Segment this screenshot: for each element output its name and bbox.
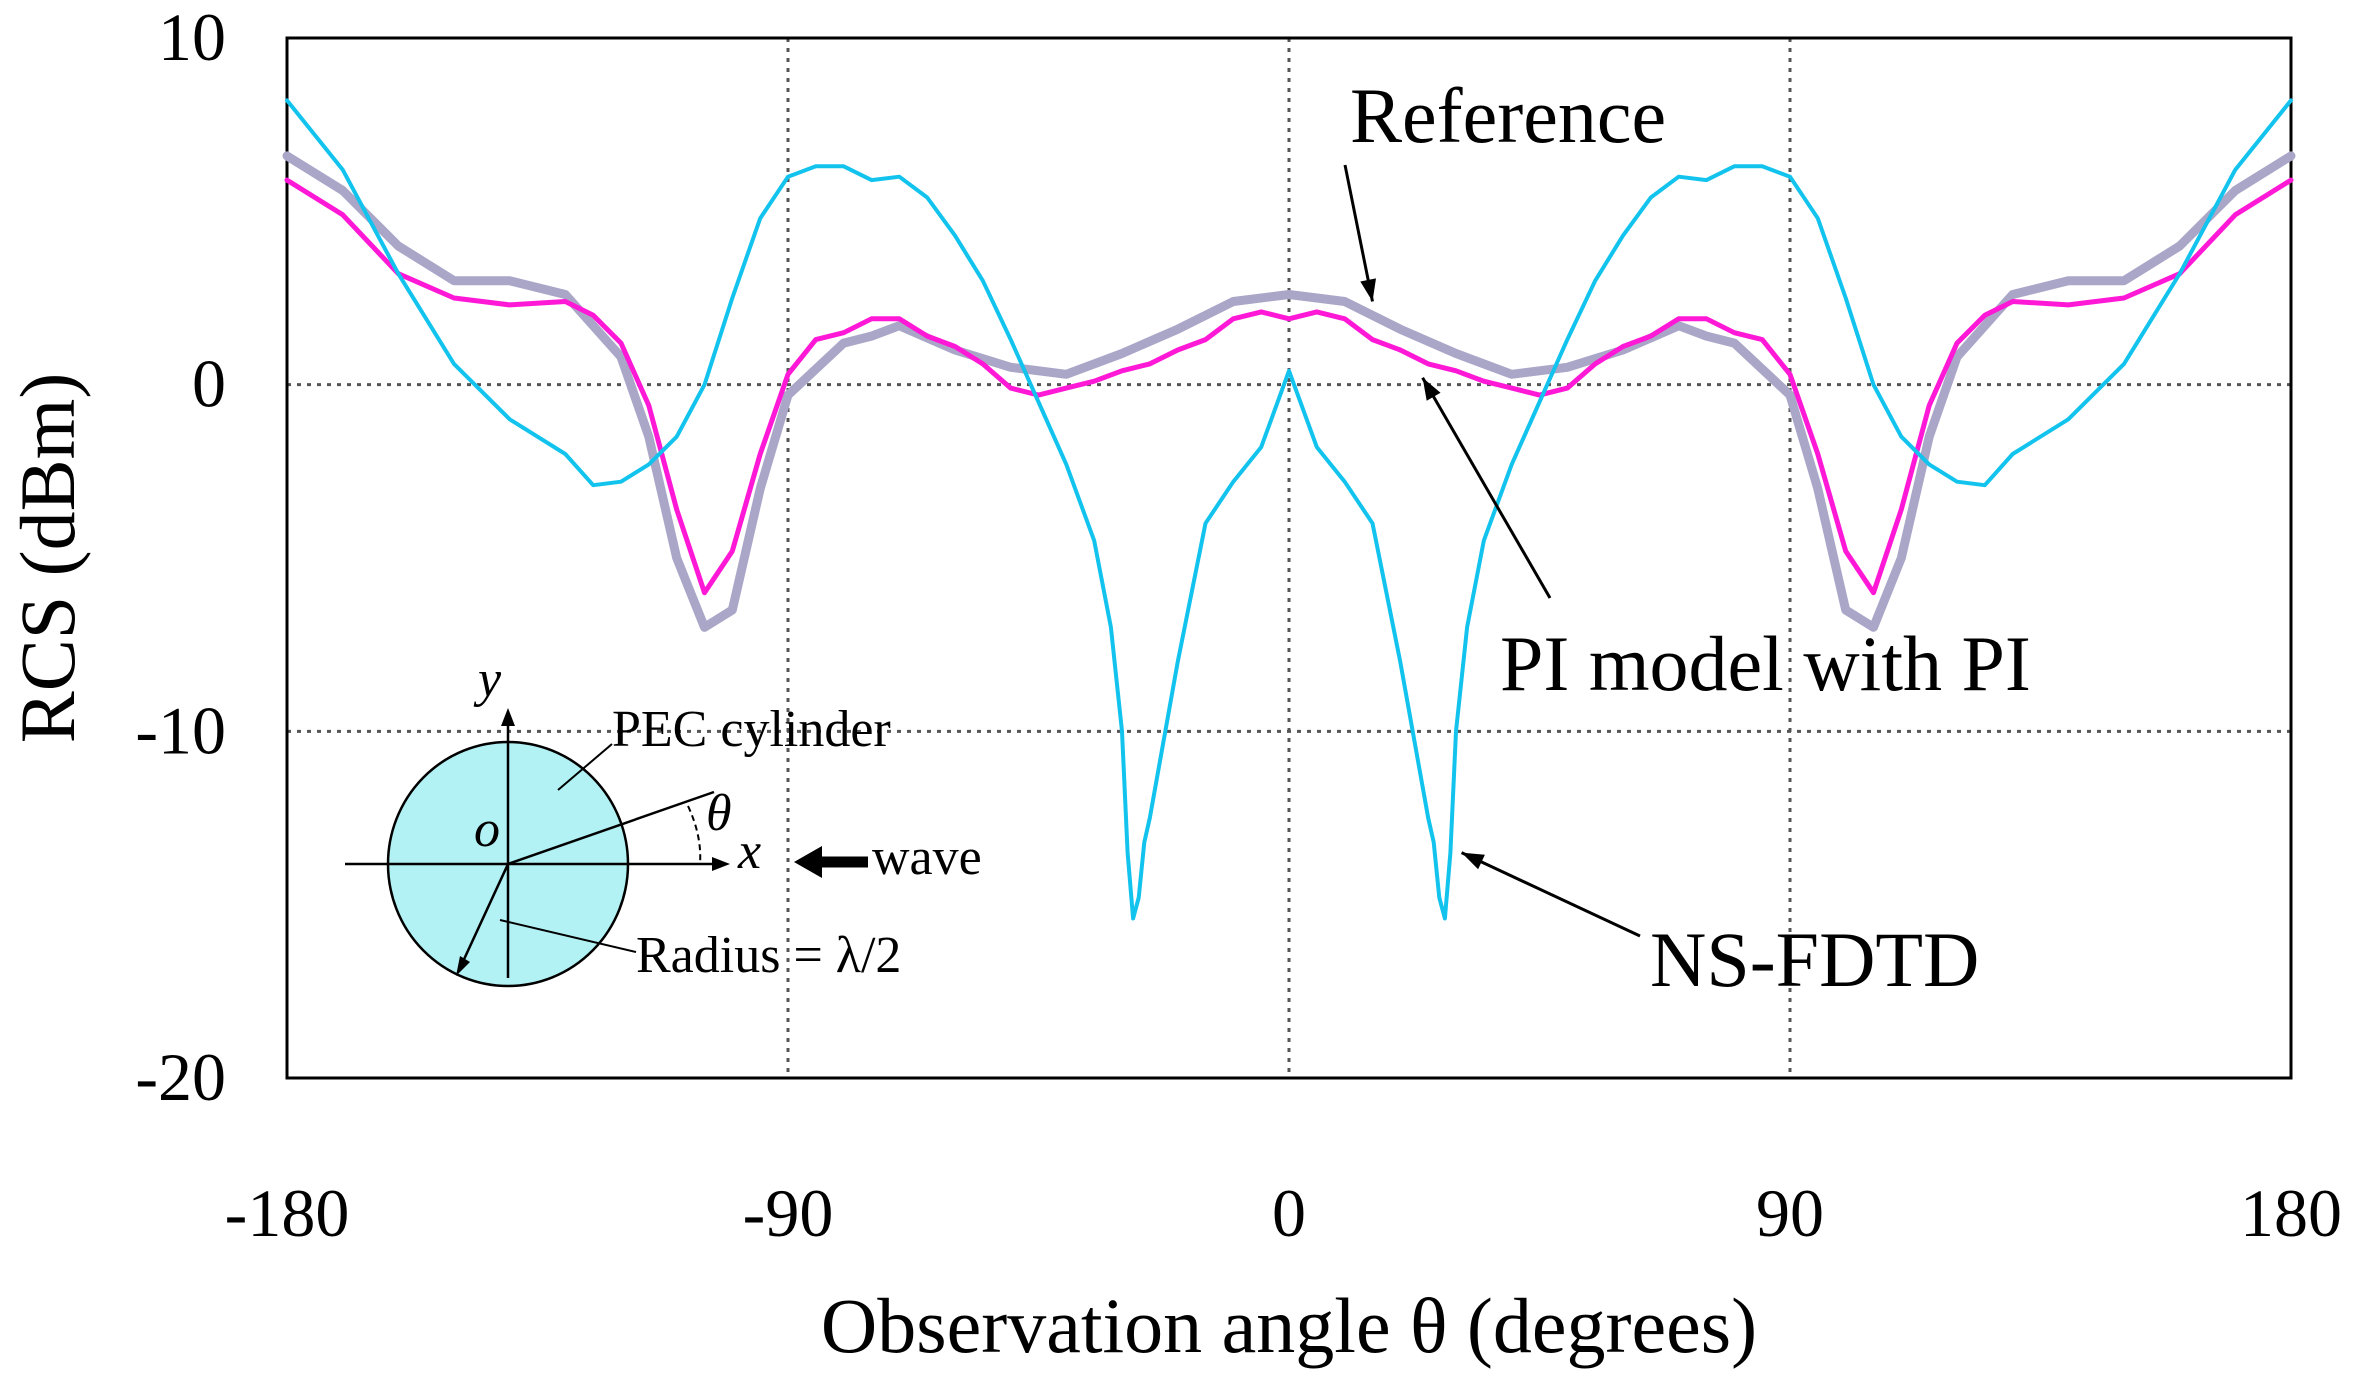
annotation-label-pi-model-with-pi: PI model with PI [1500,620,2031,707]
y-tick-label: -20 [135,1039,226,1115]
annotation-label-reference: Reference [1350,72,1666,159]
inset-cylinder-leader [557,743,613,791]
x-tick-label: -180 [225,1175,350,1251]
y-tick-label: 0 [192,346,226,422]
series-line-ns-fdtd [285,98,2293,921]
x-tick-label: 0 [1272,1175,1306,1251]
plot-frame [285,36,2293,1080]
x-tick-label: 180 [2240,1175,2342,1251]
x-axis-label: Observation angle θ (degrees) [821,1282,1757,1369]
y-tick-label: -10 [135,692,226,768]
wave-arrow-head [794,846,822,878]
y-axis-label: RCS (dBm) [4,373,91,744]
inset-radius-leader [499,919,637,953]
annotation-label-ns-fdtd: NS-FDTD [1650,916,1979,1003]
annotation-leader-reference [1343,164,1374,302]
inset-y-label: y [473,651,502,708]
annotation-arrowhead-pi-model-with-pi [1422,377,1441,401]
y-tick-label: 10 [158,0,226,75]
inset-wave-label: wave [872,829,982,886]
inset-theta-label: θ [706,785,732,842]
series-line-reference [282,151,2296,632]
annotation-arrowhead-reference [1360,278,1376,302]
inset-cylinder-label: PEC cylinder [612,701,891,758]
inset-diagram: y o θ x PEC cylinder wave Radius = λ/2 [345,651,982,988]
series-line-pi-model-with-pi [284,177,2294,596]
inset-radius-arrowhead [456,956,470,976]
grid-lines [287,38,2291,1078]
inset-theta-ray [507,790,715,866]
inset-radius-line [458,863,510,969]
inset-x-label: x [737,823,761,880]
inset-radius-label: Radius = λ/2 [636,927,901,984]
annotation-arrowhead-ns-fdtd [1461,852,1485,870]
inset-theta-arc [687,805,702,865]
annotations: Reference PI model with PI NS-FDTD [1343,72,2031,1003]
series-layer [282,98,2296,921]
tick-labels: -180 -90 0 90 180 10 0 -10 -20 [135,0,2342,1251]
x-tick-label: 90 [1756,1175,1824,1251]
inset-y-arrowhead [501,708,515,726]
annotation-leader-pi-model-with-pi [1421,376,1552,599]
annotation-leader-ns-fdtd [1460,851,1641,938]
inset-origin-label: o [474,801,500,858]
x-tick-label: -90 [743,1175,834,1251]
inset-x-arrowhead [712,857,730,871]
